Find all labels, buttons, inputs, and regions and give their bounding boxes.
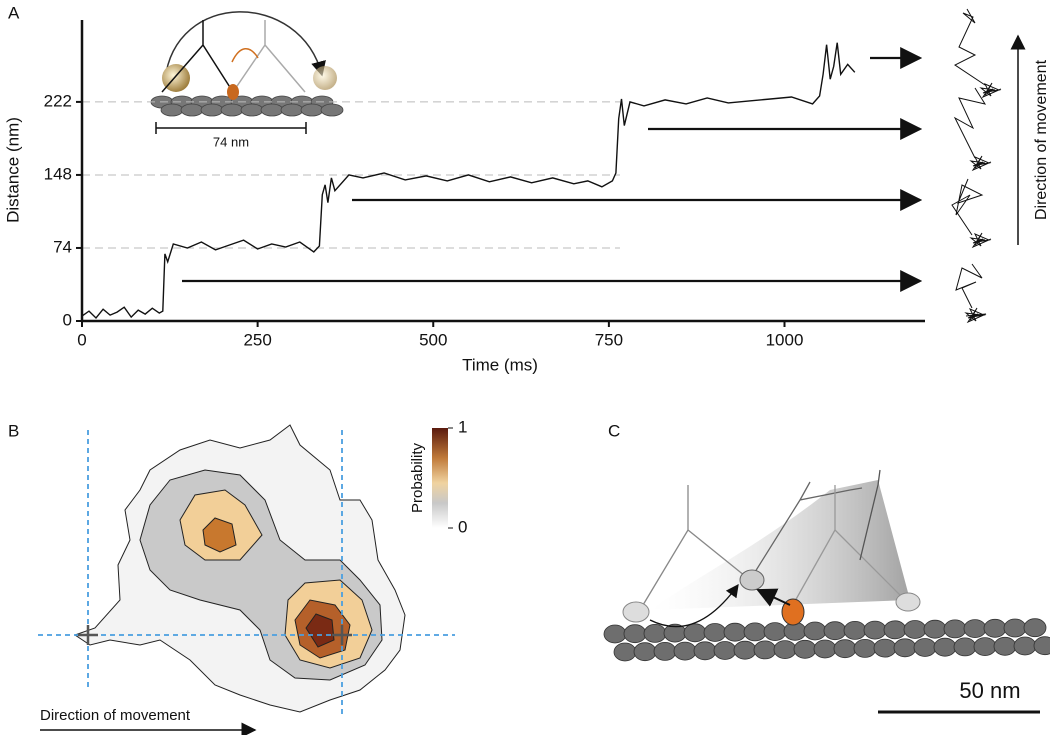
tubulin: [1003, 618, 1027, 638]
crosshair: [78, 625, 352, 645]
tubulin: [883, 620, 907, 640]
panel-c: 50 nm: [603, 469, 1050, 714]
tubulin: [673, 641, 697, 661]
tubulin: [993, 636, 1017, 656]
direction-label: Direction of movement: [40, 707, 191, 724]
tubulin: [763, 622, 787, 641]
tubulin: [693, 641, 717, 661]
y-tick-label: 0: [63, 310, 72, 329]
colorbar-tick-label: 1: [458, 417, 467, 436]
trace: [81, 42, 856, 320]
tubulin: [973, 637, 997, 656]
tubulin: [613, 642, 637, 662]
motor-inset: 74 nm: [150, 11, 344, 149]
tubulin: [963, 619, 987, 638]
contour-level: [202, 517, 237, 553]
tubulin: [873, 638, 897, 658]
tubulin: [703, 623, 727, 642]
x-tick-label: 250: [243, 330, 271, 349]
panel-a: Direction of movement 74 nm Time (ms): [3, 8, 1050, 374]
tubulin: [893, 638, 917, 658]
tubulin: [773, 640, 797, 659]
y-tick-label: 148: [44, 164, 72, 183]
tubulin: [913, 638, 937, 657]
step-arrows: [182, 47, 923, 292]
tubulin: [983, 618, 1007, 638]
panel-label: B: [8, 421, 19, 440]
tubulin: [833, 639, 857, 659]
x-tick-label: 0: [77, 330, 86, 349]
tubulin: [933, 637, 957, 657]
colorbar-tick-label: 0: [458, 517, 467, 536]
reference-lines: [38, 430, 455, 715]
y-tick-label: 74: [53, 237, 72, 256]
tubulin: [813, 639, 837, 659]
x-tick-label: 1000: [766, 330, 804, 349]
tubulin: [843, 621, 867, 640]
tubulin: [683, 623, 707, 643]
tubulin: [713, 641, 737, 660]
tubulin: [723, 622, 747, 642]
tubulin: [863, 620, 887, 640]
colorbar-label: Probability: [409, 442, 426, 513]
tubulin: [1023, 618, 1047, 638]
tubulin: [803, 621, 827, 641]
tubulin: [1033, 636, 1050, 656]
inset-label: 74 nm: [213, 134, 249, 149]
tubulin: [623, 624, 647, 644]
colorbar: [432, 428, 448, 528]
tubulin: [943, 619, 967, 639]
tubulin: [733, 640, 757, 660]
scale-bar-label: 50 nm: [959, 678, 1020, 703]
tubulin: [853, 639, 877, 658]
panel-b: Direction of movement Probability 0 1: [38, 417, 467, 738]
tubulin: [823, 621, 847, 641]
panel-label: C: [608, 421, 620, 440]
x-tick-label: 500: [419, 330, 447, 349]
direction-label: Direction of movement: [1033, 59, 1050, 220]
tubulin: [903, 620, 927, 639]
trajectory: [951, 8, 1002, 324]
tubulin: [633, 642, 657, 662]
tubulin: [793, 639, 817, 659]
tubulin: [743, 622, 767, 642]
y-tick-label: 222: [44, 91, 72, 110]
tubulin: [753, 640, 777, 660]
y-axis-label: Distance (nm): [3, 117, 22, 223]
tubulin: [643, 624, 667, 643]
panel-label: A: [8, 3, 20, 22]
x-tick-label: 750: [595, 330, 623, 349]
tubulin: [953, 637, 977, 657]
tubulin: [603, 624, 627, 644]
tubulin: [1013, 636, 1037, 656]
tubulin: [923, 619, 947, 639]
tubulin: [653, 642, 677, 661]
x-axis-label: Time (ms): [462, 355, 538, 374]
contour-level: [305, 613, 335, 648]
